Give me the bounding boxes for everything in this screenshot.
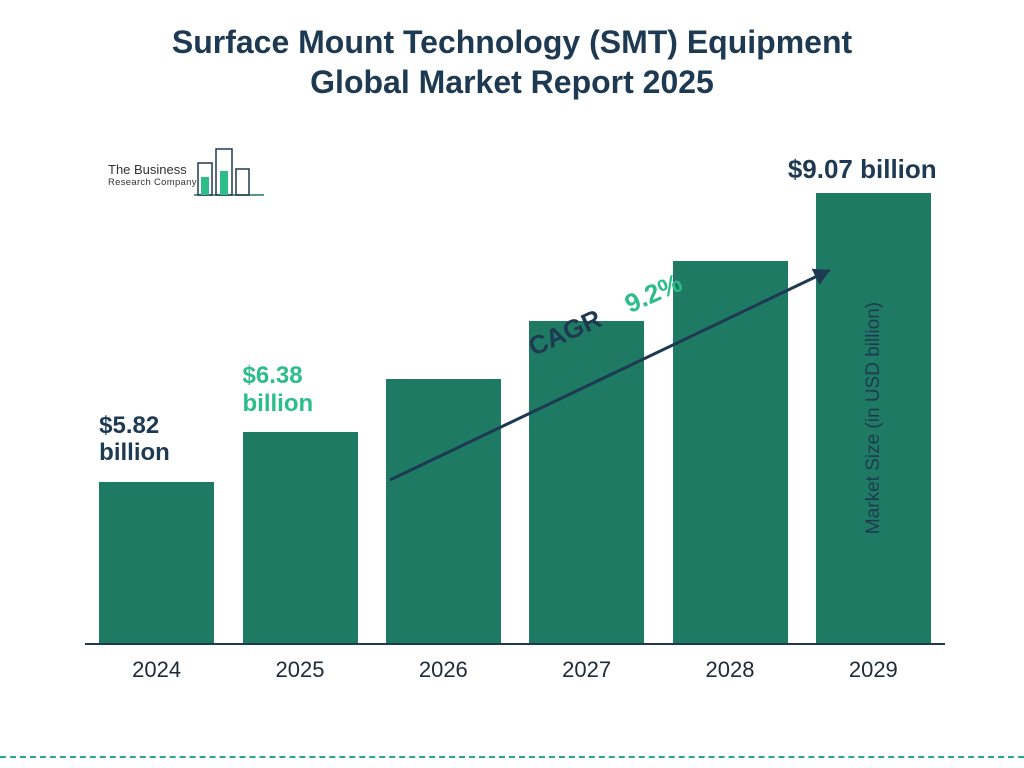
x-tick-label: 2024 xyxy=(132,657,181,683)
x-tick-label: 2026 xyxy=(419,657,468,683)
bar xyxy=(99,482,214,643)
title-line-2: Global Market Report 2025 xyxy=(0,62,1024,102)
chart-title: Surface Mount Technology (SMT) Equipment… xyxy=(0,22,1024,102)
value-label: $5.82billion xyxy=(99,412,170,467)
bottom-dashed-line xyxy=(0,756,1024,758)
chart-container: Surface Mount Technology (SMT) Equipment… xyxy=(0,0,1024,768)
value-label: $9.07 billion xyxy=(788,155,937,185)
chart-area: 202420252026202720282029 CAGR 9.2% $5.82… xyxy=(85,140,945,695)
y-axis-label: Market Size (in USD billion) xyxy=(863,301,885,533)
x-tick-label: 2027 xyxy=(562,657,611,683)
x-tick-label: 2028 xyxy=(706,657,755,683)
bar xyxy=(243,432,358,643)
bar xyxy=(673,261,788,643)
value-label: $6.38billion xyxy=(243,362,314,417)
x-tick-label: 2025 xyxy=(276,657,325,683)
title-line-1: Surface Mount Technology (SMT) Equipment xyxy=(0,22,1024,62)
bar xyxy=(386,379,501,643)
bars-group xyxy=(85,173,945,643)
x-axis xyxy=(85,643,945,645)
x-tick-label: 2029 xyxy=(849,657,898,683)
bar xyxy=(529,321,644,643)
